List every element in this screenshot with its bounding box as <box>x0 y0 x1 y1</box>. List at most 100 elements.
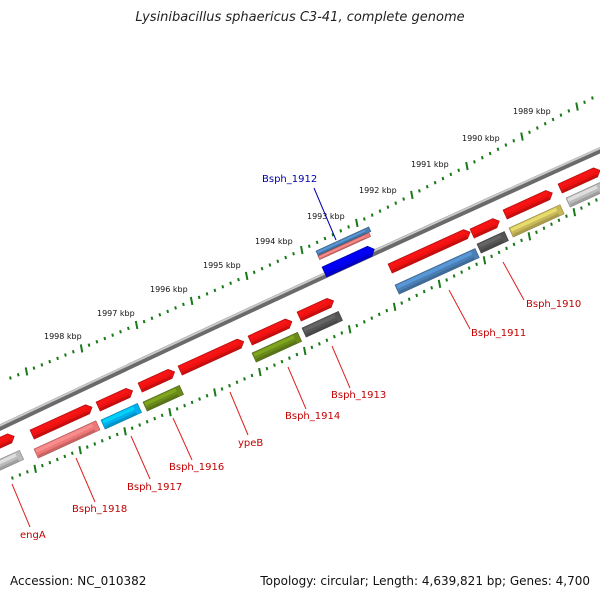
tick-mark <box>377 312 381 317</box>
gene-label[interactable]: Bsph_1918 <box>72 504 127 515</box>
tick-mark <box>339 229 343 233</box>
tick-mark <box>258 367 262 377</box>
tick-mark <box>318 342 321 346</box>
tick-mark <box>127 326 130 331</box>
tick-mark <box>244 271 249 281</box>
gene-label[interactable]: engA <box>20 530 46 541</box>
tick-mark <box>488 151 492 156</box>
tick-mark <box>237 277 240 282</box>
tick-mark <box>445 278 449 282</box>
gene-block <box>296 297 335 322</box>
tick-mark <box>265 366 269 371</box>
outer-tick-ring <box>9 96 594 380</box>
tick-mark <box>71 349 75 354</box>
tick-mark <box>252 270 256 275</box>
gene-label[interactable]: Bsph_1916 <box>169 462 224 473</box>
gene-label[interactable]: Bsph_1911 <box>471 328 526 339</box>
kbp-label: 1991 kbp <box>411 160 449 169</box>
gene-label[interactable]: Bsph_1914 <box>285 411 340 422</box>
tick-mark <box>543 121 547 126</box>
map-title: Lysinibacillus sphaericus C3-41, complet… <box>135 10 465 25</box>
leader-line <box>130 435 151 480</box>
gene-label[interactable]: Bsph_1917 <box>127 482 182 493</box>
gene-block <box>247 318 293 346</box>
tick-mark <box>220 387 224 391</box>
tick-mark <box>198 397 201 401</box>
tick-mark <box>465 161 469 171</box>
gene-label[interactable]: Bsph_1913 <box>331 390 386 401</box>
tick-mark <box>433 180 437 185</box>
tick-mark <box>284 255 288 260</box>
tick-mark <box>535 126 539 130</box>
gene-label[interactable]: Bsph_1912 <box>262 174 317 185</box>
tick-mark <box>108 435 112 440</box>
tick-mark <box>457 168 461 173</box>
tick-mark <box>166 309 170 314</box>
tick-mark <box>307 244 311 248</box>
tick-mark <box>402 197 406 201</box>
tick-mark <box>40 463 44 468</box>
gene-selected <box>321 245 375 278</box>
gene-selected-outline <box>317 232 372 261</box>
tick-mark <box>407 297 411 302</box>
gene-features <box>0 167 600 472</box>
gene-block <box>508 204 565 238</box>
tick-mark <box>422 289 426 294</box>
tick-mark <box>527 232 532 241</box>
tick-mark <box>473 160 476 164</box>
tick-mark <box>565 214 568 218</box>
tick-mark <box>189 296 194 306</box>
tick-mark <box>95 340 99 344</box>
tick-mark <box>150 316 154 320</box>
gene-label[interactable]: Bsph_1910 <box>526 299 581 310</box>
tick-mark <box>315 240 319 245</box>
tick-mark <box>32 366 36 370</box>
tick-mark <box>295 352 299 357</box>
tick-mark <box>347 225 350 229</box>
tick-mark <box>520 132 524 141</box>
tick-mark <box>174 306 177 310</box>
inner-tick-ring <box>11 198 598 480</box>
leader-line <box>502 261 525 301</box>
gene-label[interactable]: ypeB <box>238 438 263 449</box>
tick-mark <box>467 266 471 270</box>
tick-mark <box>100 439 104 443</box>
tick-mark <box>340 331 344 335</box>
gene-block <box>0 449 25 472</box>
tick-mark <box>213 288 217 293</box>
tick-mark <box>310 345 314 350</box>
tick-mark <box>595 198 598 202</box>
tick-mark <box>325 338 329 342</box>
tick-mark <box>213 388 217 397</box>
kbp-label: 1992 kbp <box>359 186 397 195</box>
gene-block <box>557 167 600 194</box>
tick-mark <box>370 213 374 217</box>
tick-mark <box>142 319 146 324</box>
gene-block <box>0 433 15 450</box>
tick-mark <box>197 295 201 300</box>
tick-mark <box>160 413 164 418</box>
tick-mark <box>430 285 434 290</box>
tick-mark <box>40 363 44 367</box>
tick-mark <box>300 245 304 255</box>
tick-mark <box>260 266 264 271</box>
gene-block <box>301 311 343 338</box>
tick-mark <box>158 313 162 317</box>
leader-line <box>287 366 307 410</box>
tick-mark <box>557 218 561 222</box>
leader-line <box>172 417 193 461</box>
tick-mark <box>370 316 374 320</box>
tick-mark <box>378 209 382 213</box>
tick-mark <box>303 346 307 356</box>
gene-block <box>142 385 184 412</box>
tick-mark <box>400 301 404 305</box>
tick-mark <box>235 380 239 385</box>
gene-block <box>476 231 509 254</box>
tick-mark <box>48 359 52 364</box>
tick-mark <box>70 451 74 456</box>
kbp-label: 1997 kbp <box>97 309 135 318</box>
gene-labels: Bsph_1910 Bsph_1911 Bsph_1912 Bsph_1913 Bsph… <box>11 174 581 541</box>
tick-mark <box>490 254 493 259</box>
gene-block <box>387 229 471 274</box>
